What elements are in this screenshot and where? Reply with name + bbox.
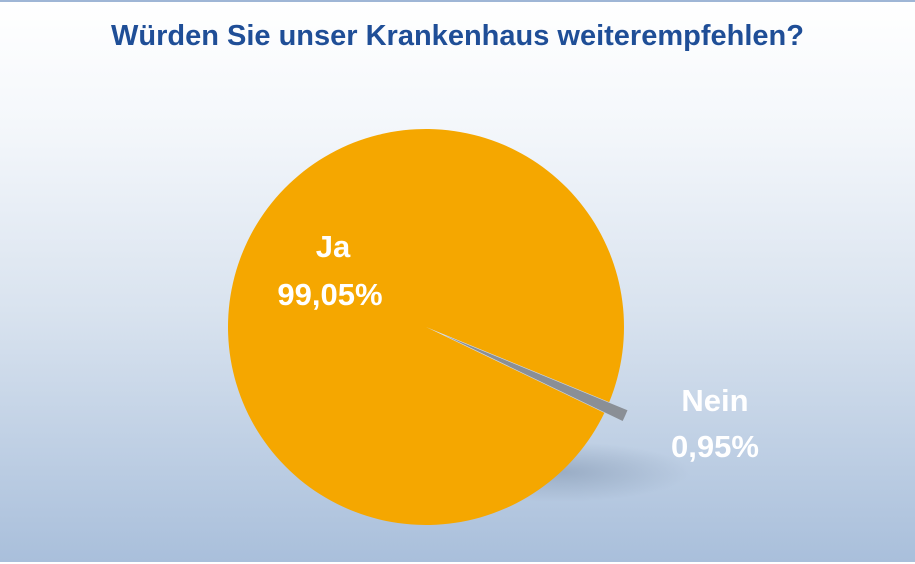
slice-label-ja: Ja [316,229,351,264]
pie-slice-ja [228,128,625,525]
slice-value-nein: 0,95% [671,429,759,464]
pie-slice-nein [444,335,628,422]
chart-title: Würden Sie unser Krankenhaus weiterempfe… [111,20,804,52]
slice-value-ja: 99,05% [277,277,382,312]
slice-label-nein: Nein [681,383,748,418]
